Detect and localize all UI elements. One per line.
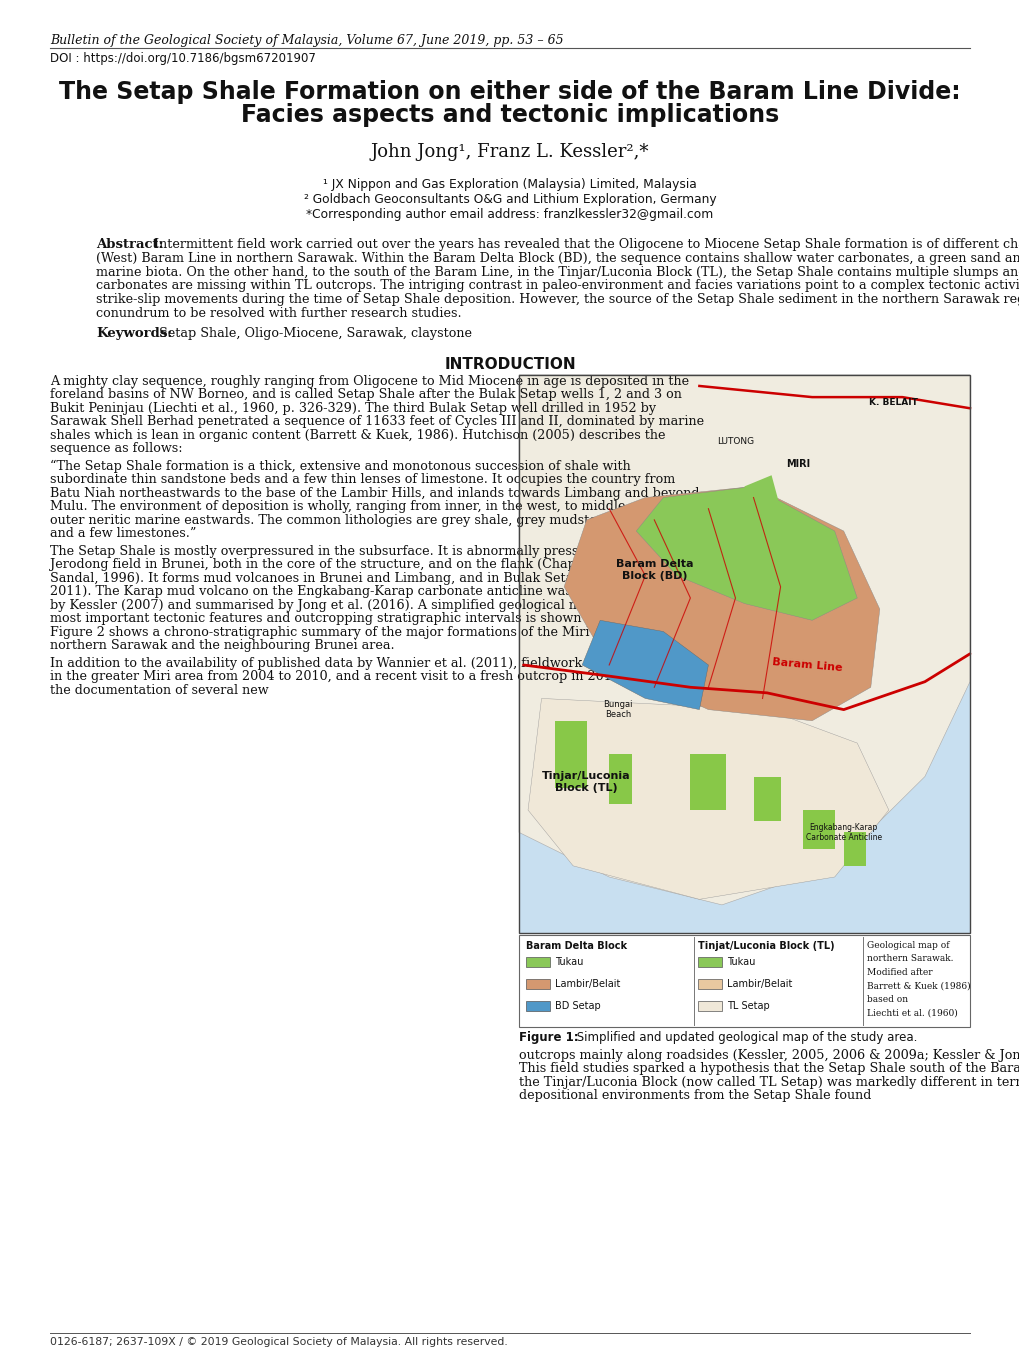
Bar	[526, 957, 549, 967]
Text: *Corresponding author email address: franzlkessler32@gmail.com: *Corresponding author email address: fra…	[306, 208, 713, 220]
Bar	[519, 375, 969, 933]
Bar	[554, 721, 586, 787]
Text: Simplified and updated geological map of the study area.: Simplified and updated geological map of…	[573, 1031, 916, 1044]
Text: This field studies sparked a hypothesis that the Setap Shale south of the Baram : This field studies sparked a hypothesis …	[519, 1062, 1019, 1076]
Text: marine biota. On the other hand, to the south of the Baram Line, in the Tinjar/L: marine biota. On the other hand, to the …	[96, 265, 1019, 279]
Text: and a few limestones.”: and a few limestones.”	[50, 528, 197, 540]
Text: shales which is lean in organic content (Barrett & Kuek, 1986). Hutchison (2005): shales which is lean in organic content …	[50, 428, 664, 442]
Text: Bulletin of the Geological Society of Malaysia, Volume 67, June 2019, pp. 53 – 6: Bulletin of the Geological Society of Ma…	[50, 34, 564, 48]
Text: 0126-6187; 2637-109X / © 2019 Geological Society of Malaysia. All rights reserve: 0126-6187; 2637-109X / © 2019 Geological…	[50, 1337, 507, 1346]
Text: Bukit Peninjau (Liechti et al., 1960, p. 326-329). The third Bulak Setap well dr: Bukit Peninjau (Liechti et al., 1960, p.…	[50, 401, 655, 415]
Text: “The Setap Shale formation is a thick, extensive and monotonous succession of sh: “The Setap Shale formation is a thick, e…	[50, 460, 630, 473]
Text: northern Sarawak and the neighbouring Brunei area.: northern Sarawak and the neighbouring Br…	[50, 639, 394, 653]
Text: outer neritic marine eastwards. The common lithologies are grey shale, grey muds: outer neritic marine eastwards. The comm…	[50, 514, 692, 526]
Text: In addition to the availability of published data by Wannier et al. (2011), fiel: In addition to the availability of publi…	[50, 657, 657, 670]
Polygon shape	[564, 487, 879, 721]
Polygon shape	[636, 487, 856, 620]
Text: Sarawak Shell Berhad penetrated a sequence of 11633 feet of Cycles III and II, d: Sarawak Shell Berhad penetrated a sequen…	[50, 415, 703, 428]
Text: Tinjar/Luconia
Block (TL): Tinjar/Luconia Block (TL)	[542, 771, 631, 793]
Text: conundrum to be resolved with further research studies.: conundrum to be resolved with further re…	[96, 307, 462, 320]
Polygon shape	[582, 620, 708, 710]
Text: John Jong¹, Franz L. Kessler²,*: John Jong¹, Franz L. Kessler²,*	[370, 143, 649, 160]
Bar	[526, 1001, 549, 1010]
Bar	[753, 777, 780, 821]
Text: Abstract:: Abstract:	[96, 238, 163, 252]
Text: Figure 1:: Figure 1:	[519, 1031, 578, 1044]
Text: Facies aspects and tectonic implications: Facies aspects and tectonic implications	[240, 103, 779, 126]
Text: Engkabang-Karap
Carbonate Anticline: Engkabang-Karap Carbonate Anticline	[805, 823, 880, 842]
Text: Liechti et al. (1960): Liechti et al. (1960)	[866, 1008, 957, 1017]
Text: based on: based on	[866, 994, 908, 1004]
Text: ¹ JX Nippon and Gas Exploration (Malaysia) Limited, Malaysia: ¹ JX Nippon and Gas Exploration (Malaysi…	[323, 178, 696, 190]
Text: Geological map of: Geological map of	[866, 941, 949, 949]
Text: Tukau: Tukau	[727, 957, 755, 967]
Text: Baram Line: Baram Line	[771, 657, 843, 673]
Text: TL Setap: TL Setap	[727, 1001, 769, 1010]
Text: the documentation of several new: the documentation of several new	[50, 684, 268, 696]
Bar	[698, 957, 721, 967]
Text: northern Sarawak.: northern Sarawak.	[866, 955, 953, 963]
Text: Setap Shale, Oligo-Miocene, Sarawak, claystone: Setap Shale, Oligo-Miocene, Sarawak, cla…	[159, 326, 472, 340]
Text: Modified after: Modified after	[866, 968, 932, 976]
Text: (West) Baram Line in northern Sarawak. Within the Baram Delta Block (BD), the se: (West) Baram Line in northern Sarawak. W…	[96, 252, 1019, 265]
Text: carbonates are missing within TL outcrops. The intriging contrast in paleo-envir: carbonates are missing within TL outcrop…	[96, 279, 1019, 292]
Text: Tukau: Tukau	[554, 957, 583, 967]
Text: Batu Niah northeastwards to the base of the Lambir Hills, and inlands towards Li: Batu Niah northeastwards to the base of …	[50, 487, 699, 500]
Bar	[843, 832, 865, 866]
Bar	[690, 755, 726, 811]
Text: subordinate thin sandstone beds and a few thin lenses of limestone. It occupies : subordinate thin sandstone beds and a fe…	[50, 473, 675, 487]
Text: foreland basins of NW Borneo, and is called Setap Shale after the Bulak Setap we: foreland basins of NW Borneo, and is cal…	[50, 389, 682, 401]
Text: LUTONG: LUTONG	[716, 438, 753, 446]
Text: Baram Delta Block: Baram Delta Block	[526, 941, 627, 951]
Text: DOI : https://doi.org/10.7186/bgsm67201907: DOI : https://doi.org/10.7186/bgsm672019…	[50, 52, 316, 65]
Text: in the greater Miri area from 2004 to 2010, and a recent visit to a fresh outcro: in the greater Miri area from 2004 to 20…	[50, 670, 667, 684]
Text: A mighty clay sequence, roughly ranging from Oligocene to Mid Miocene in age is : A mighty clay sequence, roughly ranging …	[50, 375, 689, 388]
Text: Jerodong field in Brunei, both in the core of the structure, and on the flank (C: Jerodong field in Brunei, both in the co…	[50, 559, 648, 571]
Text: Tinjat/Luconia Block (TL): Tinjat/Luconia Block (TL)	[698, 941, 835, 951]
Bar	[802, 811, 834, 849]
Text: Lambir/Belait: Lambir/Belait	[727, 979, 792, 989]
Text: 2011). The Karap mud volcano on the Engkabang-Karap carbonate anticline was visi: 2011). The Karap mud volcano on the Engk…	[50, 585, 713, 598]
Text: Intermittent field work carried out over the years has revealed that the Oligoce: Intermittent field work carried out over…	[154, 238, 1019, 252]
Text: sequence as follows:: sequence as follows:	[50, 442, 182, 456]
Text: The Setap Shale is mostly overpressured in the subsurface. It is abnormally pres: The Setap Shale is mostly overpressured …	[50, 545, 649, 558]
Bar	[519, 375, 969, 933]
Polygon shape	[528, 699, 888, 899]
Text: depositional environments from the Setap Shale found: depositional environments from the Setap…	[519, 1089, 870, 1103]
Text: Bungai
Beach: Bungai Beach	[603, 700, 633, 719]
Text: The Setap Shale Formation on either side of the Baram Line Divide:: The Setap Shale Formation on either side…	[59, 80, 960, 103]
Text: Baram Delta
Block (BD): Baram Delta Block (BD)	[614, 559, 692, 581]
Bar	[519, 934, 969, 1027]
Bar	[698, 979, 721, 989]
Text: Sandal, 1996). It forms mud volcanoes in Brunei and Limbang, and in Bulak Setap : Sandal, 1996). It forms mud volcanoes in…	[50, 573, 684, 585]
Text: outcrops mainly along roadsides (Kessler, 2005, 2006 & 2009a; Kessler & Jong 201: outcrops mainly along roadsides (Kessler…	[519, 1049, 1019, 1062]
Text: Figure 2 shows a chrono-stratigraphic summary of the major formations of the Mir: Figure 2 shows a chrono-stratigraphic su…	[50, 626, 685, 639]
Text: ² Goldbach Geoconsultants O&G and Lithium Exploration, Germany: ² Goldbach Geoconsultants O&G and Lithiu…	[304, 193, 715, 205]
Text: by Kessler (2007) and summarised by Jong et al. (2016). A simplified geological : by Kessler (2007) and summarised by Jong…	[50, 598, 683, 612]
Bar	[698, 1001, 721, 1010]
Text: Barrett & Kuek (1986): Barrett & Kuek (1986)	[866, 982, 970, 990]
Text: the Tinjar/Luconia Block (now called TL Setap) was markedly different in terms o: the Tinjar/Luconia Block (now called TL …	[519, 1076, 1019, 1089]
Polygon shape	[519, 375, 969, 904]
Bar	[608, 755, 631, 805]
Text: Mulu. The environment of deposition is wholly, ranging from inner, in the west, : Mulu. The environment of deposition is w…	[50, 500, 653, 513]
Polygon shape	[744, 475, 789, 575]
Text: Lambir/Belait: Lambir/Belait	[554, 979, 620, 989]
Text: INTRODUCTION: INTRODUCTION	[443, 356, 576, 371]
Text: most important tectonic features and outcropping stratigraphic intervals is show: most important tectonic features and out…	[50, 612, 660, 626]
Text: Keywords:: Keywords:	[96, 326, 172, 340]
Bar	[526, 979, 549, 989]
Text: strike-slip movements during the time of Setap Shale deposition. However, the so: strike-slip movements during the time of…	[96, 294, 1019, 306]
Text: BD Setap: BD Setap	[554, 1001, 600, 1010]
Text: MIRI: MIRI	[786, 460, 810, 469]
Text: K. BELAIT: K. BELAIT	[868, 398, 917, 407]
